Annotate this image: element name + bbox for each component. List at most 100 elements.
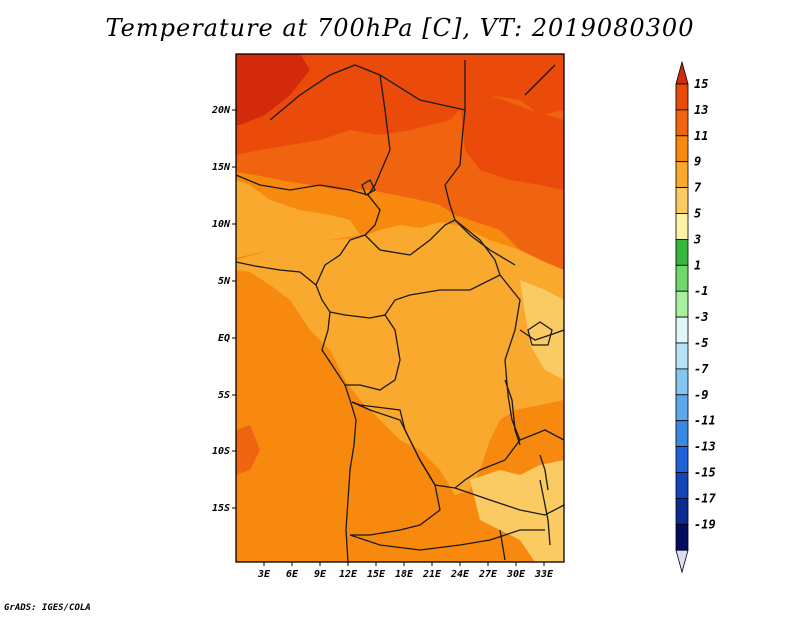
lake-tanganyika xyxy=(504,379,521,446)
lat-axis: 20N 15N 10N 5N EQ 5S 10S 15S xyxy=(211,105,236,514)
lon-tick: 18E xyxy=(395,562,414,580)
colorbar-segment xyxy=(675,83,689,111)
colorbar-label: 1 xyxy=(694,258,701,272)
colorbar-label: -9 xyxy=(694,388,708,402)
border-niger-chad xyxy=(367,74,391,196)
lake-chad xyxy=(361,179,376,196)
colorbar-label: 5 xyxy=(694,207,701,221)
colorbar-segment xyxy=(675,187,689,214)
field-13-15-sahara xyxy=(236,54,564,155)
lon-tick: 12E xyxy=(339,562,358,580)
colorbar-top-arrow xyxy=(675,60,689,85)
map-title: Temperature at 700hPa [C], VT: 201908030… xyxy=(105,14,695,42)
coastline-west xyxy=(236,261,357,562)
border-zambia-south xyxy=(454,487,564,516)
country-borders xyxy=(236,60,564,562)
colorbar-segment xyxy=(675,135,689,163)
lon-tick: 24E xyxy=(450,562,470,580)
colorbar-label: 7 xyxy=(694,181,702,195)
border-east-lakes xyxy=(519,329,564,341)
lat-label: 20N xyxy=(211,105,231,116)
colorbar-segment xyxy=(675,394,689,422)
colorbar-label: -15 xyxy=(694,466,716,480)
lat-label: 10N xyxy=(212,219,231,230)
colorbar-segment xyxy=(675,238,689,266)
colorbar-label: 13 xyxy=(694,103,708,117)
lon-label: 12E xyxy=(339,569,358,580)
colorbar-segment xyxy=(675,497,689,525)
lon-tick: 3E xyxy=(257,562,271,580)
colorbar-label: -7 xyxy=(694,362,709,376)
colorbar-segment xyxy=(675,213,689,240)
lon-tick: 21E xyxy=(422,562,442,580)
colorbar-segment xyxy=(675,420,689,448)
colorbar-label: 15 xyxy=(694,77,708,91)
lat-label: 15S xyxy=(212,503,230,514)
border-angola-zambia xyxy=(350,401,441,536)
colorbar-label: 3 xyxy=(693,232,701,246)
lon-tick: 27E xyxy=(478,562,498,580)
lat-label: 5S xyxy=(218,390,230,401)
lat-label: 15N xyxy=(212,162,231,173)
lat-tick: 15N xyxy=(212,162,236,173)
lon-tick: 15E xyxy=(367,562,386,580)
colorbar-bottom-arrow xyxy=(675,549,689,574)
colorbar-segment xyxy=(675,290,689,318)
lon-tick: 30E xyxy=(506,562,526,580)
colorbar-label: -1 xyxy=(694,284,708,298)
colorbar-segment xyxy=(675,109,689,137)
red-sea-coast xyxy=(524,64,556,96)
lake-malawi xyxy=(539,454,549,491)
colorbar-segment xyxy=(675,316,689,344)
border-mali-algeria xyxy=(269,60,466,121)
field-southwest-warm xyxy=(236,425,260,475)
lon-label: 3E xyxy=(257,569,271,580)
colorbar-segment xyxy=(675,264,689,292)
colorbar: 15 13 11 9 7 5 3 1 -1 -3 -5 -7 -9 -11 -13 -15 -17 -19 xyxy=(675,60,716,574)
colorbar-segment xyxy=(675,161,689,188)
lon-label: 18E xyxy=(395,569,414,580)
border-south xyxy=(349,529,545,551)
lon-label: 33E xyxy=(534,569,554,580)
lat-tick: EQ xyxy=(218,333,236,344)
colorbar-segment xyxy=(675,368,689,396)
colorbar-label: -19 xyxy=(694,517,716,531)
lat-tick: 5S xyxy=(218,390,236,401)
lon-label: 21E xyxy=(422,569,442,580)
lat-tick: 10N xyxy=(212,219,236,230)
lon-axis: 3E 6E 9E 12E 15E 18E 21E 24E 27E 30E 33E xyxy=(257,562,554,580)
lon-label: 15E xyxy=(367,569,386,580)
border-car xyxy=(364,219,501,316)
lat-tick: 10S xyxy=(212,446,236,457)
border-sahel-west xyxy=(236,174,381,286)
field-15-plus-core xyxy=(236,54,310,125)
colorbar-segment xyxy=(675,446,689,473)
border-mozambique xyxy=(499,479,551,561)
lon-label: 27E xyxy=(478,569,498,580)
temperature-field xyxy=(236,54,564,562)
colorbar-segment xyxy=(675,523,689,551)
colorbar-label: -17 xyxy=(694,491,716,505)
lat-label: 5N xyxy=(218,276,231,287)
map-frame xyxy=(235,53,565,563)
lon-label: 9E xyxy=(314,569,327,580)
field-7-9-west xyxy=(236,180,360,258)
lon-tick: 9E xyxy=(314,562,327,580)
lon-tick: 6E xyxy=(286,562,299,580)
lat-tick: 15S xyxy=(212,503,236,514)
grads-credit: GrADS: IGES/COLA xyxy=(4,603,91,613)
lat-label: 10S xyxy=(212,446,230,457)
lat-label: EQ xyxy=(218,333,230,344)
colorbar-segment xyxy=(675,342,689,370)
colorbar-label: -11 xyxy=(694,414,716,428)
lon-label: 24E xyxy=(450,569,470,580)
field-5-7-east xyxy=(520,280,564,380)
colorbar-segment xyxy=(675,472,689,499)
colorbar-label: 9 xyxy=(694,155,701,169)
colorbar-label: -13 xyxy=(694,440,716,454)
lat-tick: 20N xyxy=(211,105,236,116)
lon-tick: 33E xyxy=(534,562,554,580)
border-tanzania xyxy=(519,429,564,441)
lon-label: 30E xyxy=(506,569,526,580)
